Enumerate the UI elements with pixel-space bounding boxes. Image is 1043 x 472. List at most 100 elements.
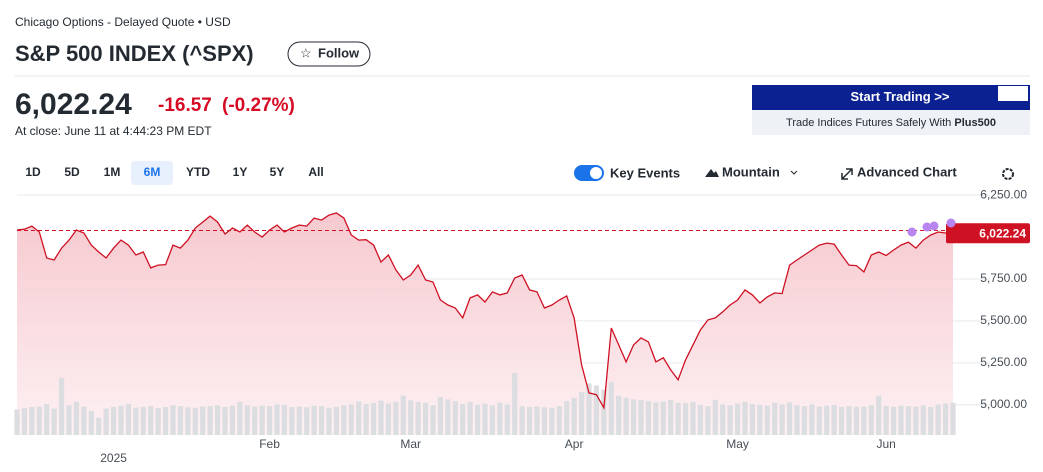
range-label: 1Y — [233, 165, 248, 179]
range-tab[interactable]: 5Y — [270, 165, 285, 179]
volume-bar — [318, 406, 325, 435]
volume-bar — [58, 377, 65, 435]
volume-bar — [88, 411, 94, 435]
settings[interactable] — [1002, 168, 1014, 180]
ad-text-bg — [752, 110, 1030, 135]
range-tab[interactable]: 5D — [64, 165, 80, 179]
volume-bar — [497, 402, 503, 435]
follow-button[interactable]: ☆ Follow — [287, 41, 371, 67]
range-tab[interactable]: 1M — [104, 165, 121, 179]
volume-bar — [861, 406, 867, 435]
volume-bar — [764, 405, 770, 435]
ad-button: Start Trading >> — [851, 89, 950, 104]
volume-bar — [512, 373, 518, 435]
ad[interactable]: Start Trading >> Trade Indices Futures S… — [752, 85, 1030, 135]
x-tick-label: Apr — [565, 437, 584, 451]
volume-bar — [452, 401, 458, 435]
title: S&P 500 INDEX (^SPX) — [15, 41, 254, 66]
ad-text: Trade Indices Futures Safely With Plus50… — [786, 117, 996, 129]
range-tab[interactable]: All — [308, 165, 323, 179]
volume-bar — [742, 401, 748, 435]
expand-icon — [841, 168, 853, 180]
range-tab[interactable]: 6M — [131, 161, 173, 185]
volume-bar — [846, 406, 852, 435]
volume-bar — [400, 395, 406, 435]
range-label: 5D — [64, 165, 80, 179]
price: 6,022.24 — [15, 88, 132, 121]
volume-bar — [341, 405, 347, 435]
volume-bar — [541, 407, 548, 435]
volume-bar — [408, 400, 414, 435]
volume-bar — [482, 403, 488, 435]
volume-bar — [519, 406, 525, 435]
volume-bar — [385, 403, 392, 435]
volume-bar — [564, 401, 570, 435]
volume-bar — [734, 403, 741, 435]
close-time: At close: June 11 at 4:44:23 PM EDT — [15, 124, 212, 138]
volume-bar — [266, 406, 273, 435]
toggle-knob — [590, 167, 602, 179]
volume-bar — [237, 401, 243, 435]
volume-bar — [363, 404, 369, 435]
range-tab[interactable]: 1D — [25, 165, 41, 179]
volume-bar — [370, 402, 377, 435]
mountain-label: Mountain — [722, 164, 780, 179]
range-tab[interactable]: 1Y — [233, 165, 248, 179]
volume-bar — [244, 405, 250, 435]
range-label: All — [308, 165, 323, 179]
ad-copy: Trade Indices Futures Safely With — [786, 117, 954, 129]
volume-bar — [504, 404, 510, 435]
y-tick-label: 5,250.00 — [980, 355, 1027, 369]
volume-bar — [660, 401, 666, 435]
volume-bar — [125, 404, 132, 435]
volume-bar — [697, 404, 704, 435]
volume-bar — [526, 406, 533, 435]
mountain-icon — [705, 169, 719, 177]
volume-bar — [890, 406, 897, 435]
volume-bar — [942, 403, 949, 435]
volume-bar — [920, 405, 926, 435]
volume-bar — [905, 406, 912, 435]
event-dot — [922, 222, 932, 232]
volume-bar — [185, 407, 191, 435]
mountain-menu[interactable]: Mountain — [705, 164, 798, 179]
volume-bar — [876, 395, 882, 435]
volume-bar — [356, 401, 362, 435]
volume-bar — [913, 406, 919, 435]
follow-outline — [287, 41, 371, 67]
volume-bar — [682, 403, 689, 435]
price-tag — [946, 223, 1030, 244]
volume-bar — [200, 406, 206, 435]
range-tab[interactable]: YTD — [186, 165, 210, 179]
volume-bar — [29, 406, 35, 435]
volume-bar — [73, 401, 80, 435]
area — [17, 213, 953, 435]
event-markers — [907, 218, 956, 237]
volume-bar — [214, 405, 221, 435]
volume-bar — [779, 404, 785, 435]
volume-bar — [274, 404, 280, 435]
volume-bar — [831, 404, 837, 435]
volume-bar — [935, 404, 941, 435]
x-tick-label: Jun — [876, 437, 895, 451]
volume-bar — [96, 417, 102, 435]
volume-bar — [110, 406, 117, 435]
volume-bar — [289, 406, 295, 435]
volume-bar — [608, 382, 614, 435]
volume-bar — [14, 409, 20, 435]
ad-brand: Plus500 — [954, 117, 996, 129]
volume-bar — [445, 399, 451, 435]
key-events-toggle[interactable]: Key Events — [574, 165, 680, 181]
advanced-chart[interactable]: Advanced Chart — [841, 164, 957, 180]
volume-bar — [757, 404, 763, 435]
volume-bar — [393, 401, 399, 435]
y-tick-label: 5,500.00 — [980, 313, 1027, 327]
volume-bar — [883, 406, 889, 435]
price-line — [16, 212, 954, 410]
advanced-label: Advanced Chart — [857, 164, 957, 179]
x-tick-label: Feb — [259, 437, 280, 451]
volume-bar — [133, 407, 139, 435]
volume-bar — [333, 406, 340, 435]
volume-bar — [192, 407, 198, 435]
